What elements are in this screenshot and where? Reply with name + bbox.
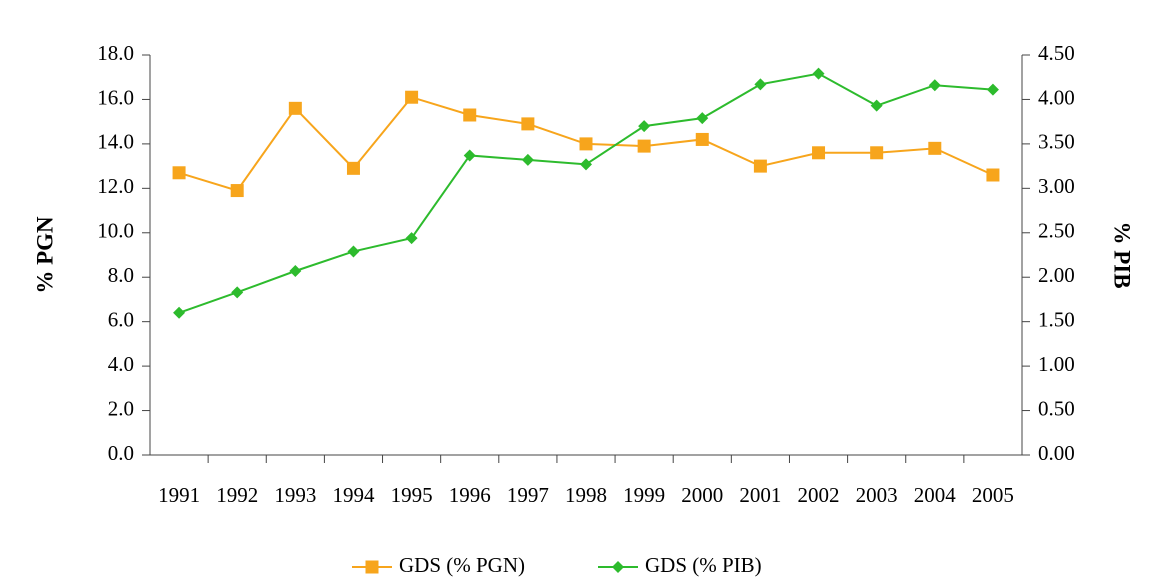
data-point: [579, 137, 593, 151]
legend-label: GDS (% PGN): [399, 553, 525, 577]
x-tick-label: 2000: [681, 483, 723, 507]
data-point: [346, 161, 360, 175]
data-point: [347, 245, 360, 258]
x-tick-label: 2003: [856, 483, 898, 507]
data-point: [928, 79, 941, 92]
data-point: [172, 166, 186, 180]
data-point: [288, 101, 302, 115]
data-point: [173, 306, 186, 319]
y-axis-title: % PGN: [32, 216, 57, 294]
y-tick-label: 16.0: [97, 85, 134, 109]
data-point: [521, 117, 535, 131]
x-tick-label: 1995: [391, 483, 433, 507]
x-tick-label: 1998: [565, 483, 607, 507]
y-tick-label: 18.0: [97, 41, 134, 65]
y2-tick-label: 2.50: [1038, 219, 1075, 243]
y-tick-label: 10.0: [97, 219, 134, 243]
data-point: [289, 265, 302, 277]
legend-marker: [365, 560, 379, 574]
y2-tick-label: 4.50: [1038, 41, 1075, 65]
legend-marker: [612, 561, 624, 573]
data-point: [521, 153, 534, 166]
y2-tick-label: 3.00: [1038, 174, 1075, 198]
y-tick-label: 0.0: [108, 441, 134, 465]
x-tick-label: 1997: [507, 483, 549, 507]
data-point: [986, 83, 999, 96]
x-tick-label: 1994: [332, 483, 375, 507]
data-point: [928, 141, 942, 155]
data-point: [812, 146, 826, 160]
y-tick-label: 2.0: [108, 396, 134, 420]
x-tick-label: 2004: [914, 483, 957, 507]
data-point: [696, 112, 709, 125]
x-tick-label: 1993: [274, 483, 316, 507]
data-point: [405, 90, 419, 104]
y2-tick-label: 3.50: [1038, 130, 1075, 154]
y-tick-label: 4.0: [108, 352, 134, 376]
data-point: [753, 159, 767, 173]
y2-tick-label: 1.50: [1038, 307, 1075, 331]
data-point: [754, 78, 767, 91]
data-point: [870, 146, 884, 160]
y2-tick-label: 4.00: [1038, 85, 1075, 109]
data-point: [231, 286, 244, 299]
x-tick-label: 2005: [972, 483, 1014, 507]
data-point: [463, 108, 477, 122]
data-point: [230, 184, 244, 198]
x-tick-label: 2001: [739, 483, 781, 507]
data-point: [463, 149, 476, 162]
y2-tick-label: 0.00: [1038, 441, 1075, 465]
x-tick-label: 1991: [158, 483, 200, 507]
y2-tick-label: 0.50: [1038, 396, 1075, 420]
y-tick-label: 8.0: [108, 263, 134, 287]
y2-axis-title: % PIB: [1110, 221, 1135, 288]
data-point: [870, 99, 883, 112]
y2-tick-label: 2.00: [1038, 263, 1075, 287]
x-tick-label: 1996: [449, 483, 491, 507]
y-tick-label: 6.0: [108, 307, 134, 331]
y2-tick-label: 1.00: [1038, 352, 1075, 376]
y-tick-label: 12.0: [97, 174, 134, 198]
x-tick-label: 2002: [798, 483, 840, 507]
data-point: [637, 139, 651, 153]
data-point: [812, 67, 825, 80]
x-tick-label: 1992: [216, 483, 258, 507]
data-point: [638, 120, 651, 133]
data-point: [405, 232, 418, 245]
data-point: [580, 158, 592, 171]
data-point: [986, 168, 1000, 182]
x-tick-label: 1999: [623, 483, 665, 507]
legend-label: GDS (% PIB): [645, 553, 762, 577]
data-point: [695, 132, 709, 146]
y-tick-label: 14.0: [97, 130, 134, 154]
